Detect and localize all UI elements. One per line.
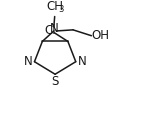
- Text: 3: 3: [58, 5, 63, 14]
- Text: N: N: [78, 55, 87, 68]
- Text: OH: OH: [92, 29, 110, 42]
- Text: S: S: [51, 75, 59, 88]
- Text: CH: CH: [46, 0, 63, 13]
- Text: N: N: [24, 55, 33, 68]
- Text: N: N: [49, 22, 58, 35]
- Text: Cl: Cl: [44, 24, 56, 37]
